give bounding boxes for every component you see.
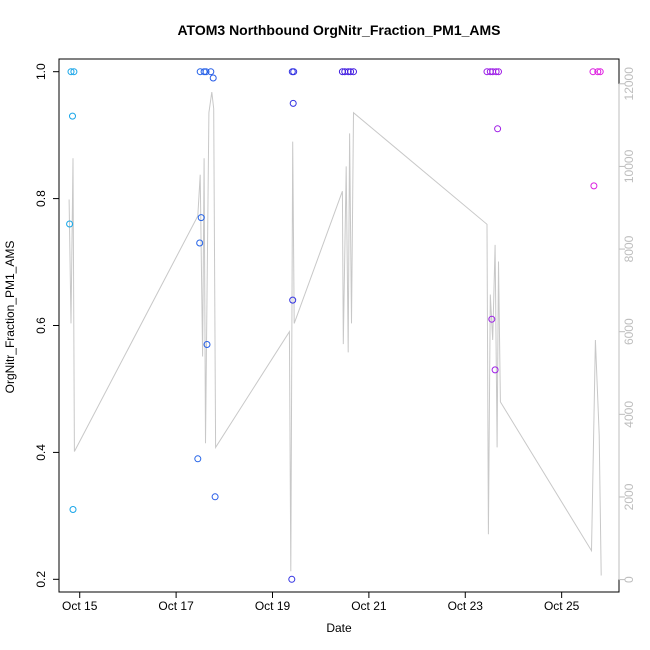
data-point — [70, 68, 78, 76]
x-tick-label: Oct 25 — [544, 599, 580, 613]
y2-tick-label: 4000 — [622, 401, 636, 428]
data-point — [596, 68, 604, 76]
y2-tick-label: 6000 — [622, 318, 636, 345]
plot-frame — [58, 58, 620, 593]
data-point — [289, 296, 297, 304]
data-point — [288, 575, 296, 583]
y-tick-label: 0.8 — [34, 190, 48, 207]
data-point — [194, 455, 202, 463]
y-axis: 0.2 0.4 0.6 0.8 1.0 — [34, 63, 60, 588]
data-point — [209, 74, 217, 82]
data-point — [67, 68, 75, 76]
data-point — [492, 68, 500, 76]
data-point — [494, 125, 502, 133]
x-tick-label: Oct 21 — [351, 599, 387, 613]
data-point — [289, 99, 297, 107]
data-point — [488, 315, 496, 323]
data-point — [69, 112, 76, 120]
data-point — [196, 239, 204, 247]
chart-title: ATOM3 Northbound OrgNitr_Fraction_PM1_AM… — [177, 22, 500, 38]
y-tick-label: 0.4 — [34, 444, 48, 461]
data-point — [347, 68, 355, 76]
data-point — [211, 493, 219, 501]
y2-tick-label: 10000 — [622, 149, 636, 183]
data-point — [594, 68, 602, 76]
data-point — [350, 68, 357, 76]
y-axis-label: OrgNitr_Fraction_PM1_AMS — [3, 241, 17, 394]
data-point — [69, 506, 77, 513]
x-axis-label: Date — [326, 621, 352, 635]
x-tick-label: Oct 17 — [158, 599, 194, 613]
data-point — [589, 68, 597, 76]
y2-axis: 0 2000 4000 6000 8000 10000 12000 — [618, 67, 636, 583]
data-point — [207, 68, 215, 76]
x-tick-label: Oct 19 — [255, 599, 291, 613]
y-tick-label: 1.0 — [34, 63, 48, 80]
data-point — [491, 366, 499, 374]
x-axis: Oct 15 Oct 17 Oct 19 Oct 21 Oct 23 Oct 25 — [62, 591, 580, 613]
data-point — [203, 341, 211, 348]
x-tick-label: Oct 15 — [62, 599, 98, 613]
data-point — [197, 214, 205, 222]
data-point — [66, 220, 74, 228]
data-point — [495, 68, 502, 76]
y-tick-label: 0.6 — [34, 317, 48, 334]
data-point — [290, 68, 298, 76]
data-point — [202, 68, 210, 76]
data-point — [590, 182, 598, 190]
data-point — [344, 68, 352, 76]
points-layer — [66, 68, 604, 583]
y2-tick-label: 2000 — [622, 483, 636, 510]
secondary-series-line — [68, 92, 602, 576]
y-tick-label: 0.2 — [34, 571, 48, 588]
secondary-line-layer — [68, 92, 602, 576]
y2-tick-label: 0 — [622, 576, 636, 583]
y2-tick-label: 8000 — [622, 235, 636, 262]
x-tick-label: Oct 23 — [448, 599, 484, 613]
y2-tick-label: 12000 — [622, 67, 636, 101]
data-point — [200, 68, 208, 76]
